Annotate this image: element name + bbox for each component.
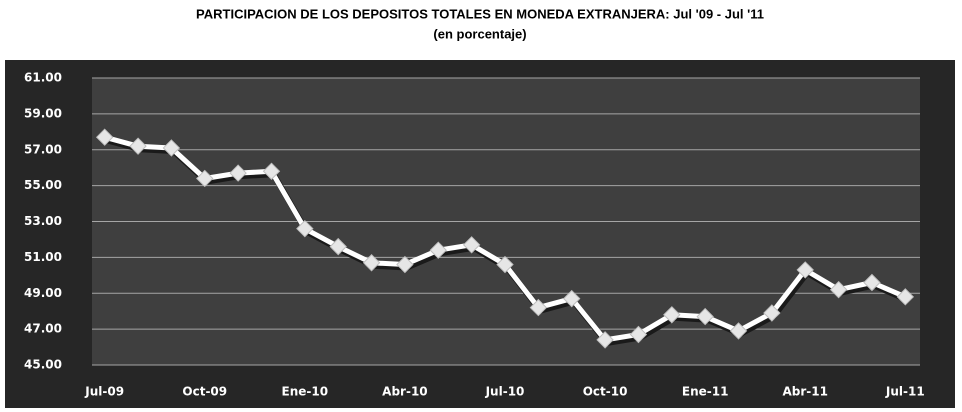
marker — [429, 241, 447, 259]
marker — [329, 237, 347, 256]
marker — [563, 289, 581, 308]
marker — [896, 288, 915, 306]
marker — [496, 255, 514, 274]
y-tick-label: 49.00 — [24, 286, 62, 300]
marker — [362, 254, 381, 272]
marker — [596, 331, 614, 349]
marker — [796, 261, 814, 279]
marker — [396, 255, 414, 274]
x-tick-label: Oct-09 — [182, 385, 227, 399]
x-tick-label: Ene-10 — [282, 385, 329, 399]
marker — [462, 236, 481, 254]
y-tick-label: 51.00 — [24, 250, 62, 264]
marker — [162, 139, 181, 157]
x-tick-label: Abr-10 — [382, 385, 427, 399]
y-tick-label: 59.00 — [24, 106, 62, 120]
marker — [529, 298, 548, 317]
marker — [129, 137, 147, 155]
x-tick-label: Oct-10 — [583, 385, 628, 399]
y-tick-label: 53.00 — [24, 214, 62, 228]
x-tick-label: Abr-11 — [782, 385, 827, 399]
chart-title: PARTICIPACION DE LOS DEPOSITOS TOTALES E… — [196, 6, 764, 21]
x-tick-label: Jul-11 — [885, 385, 925, 399]
marker — [229, 164, 247, 182]
x-tick-label: Jul-10 — [485, 385, 525, 399]
x-tick-label: Ene-11 — [682, 385, 729, 399]
marker — [696, 307, 714, 326]
y-tick-label: 45.00 — [24, 358, 62, 372]
marker — [262, 162, 281, 180]
y-tick-label: 61.00 — [24, 71, 62, 85]
marker — [763, 304, 781, 322]
marker — [629, 325, 648, 344]
chart-subtitle: (en porcentaje) — [433, 26, 526, 41]
x-tick-label: Jul-09 — [84, 385, 124, 399]
y-tick-label: 57.00 — [24, 142, 62, 156]
y-tick-label: 47.00 — [24, 322, 62, 336]
marker — [863, 273, 881, 292]
marker — [95, 128, 114, 146]
marker — [196, 169, 214, 188]
marker — [663, 306, 681, 324]
marker — [729, 322, 748, 340]
marker — [296, 219, 314, 238]
marker — [829, 280, 848, 299]
y-tick-label: 55.00 — [24, 178, 62, 192]
